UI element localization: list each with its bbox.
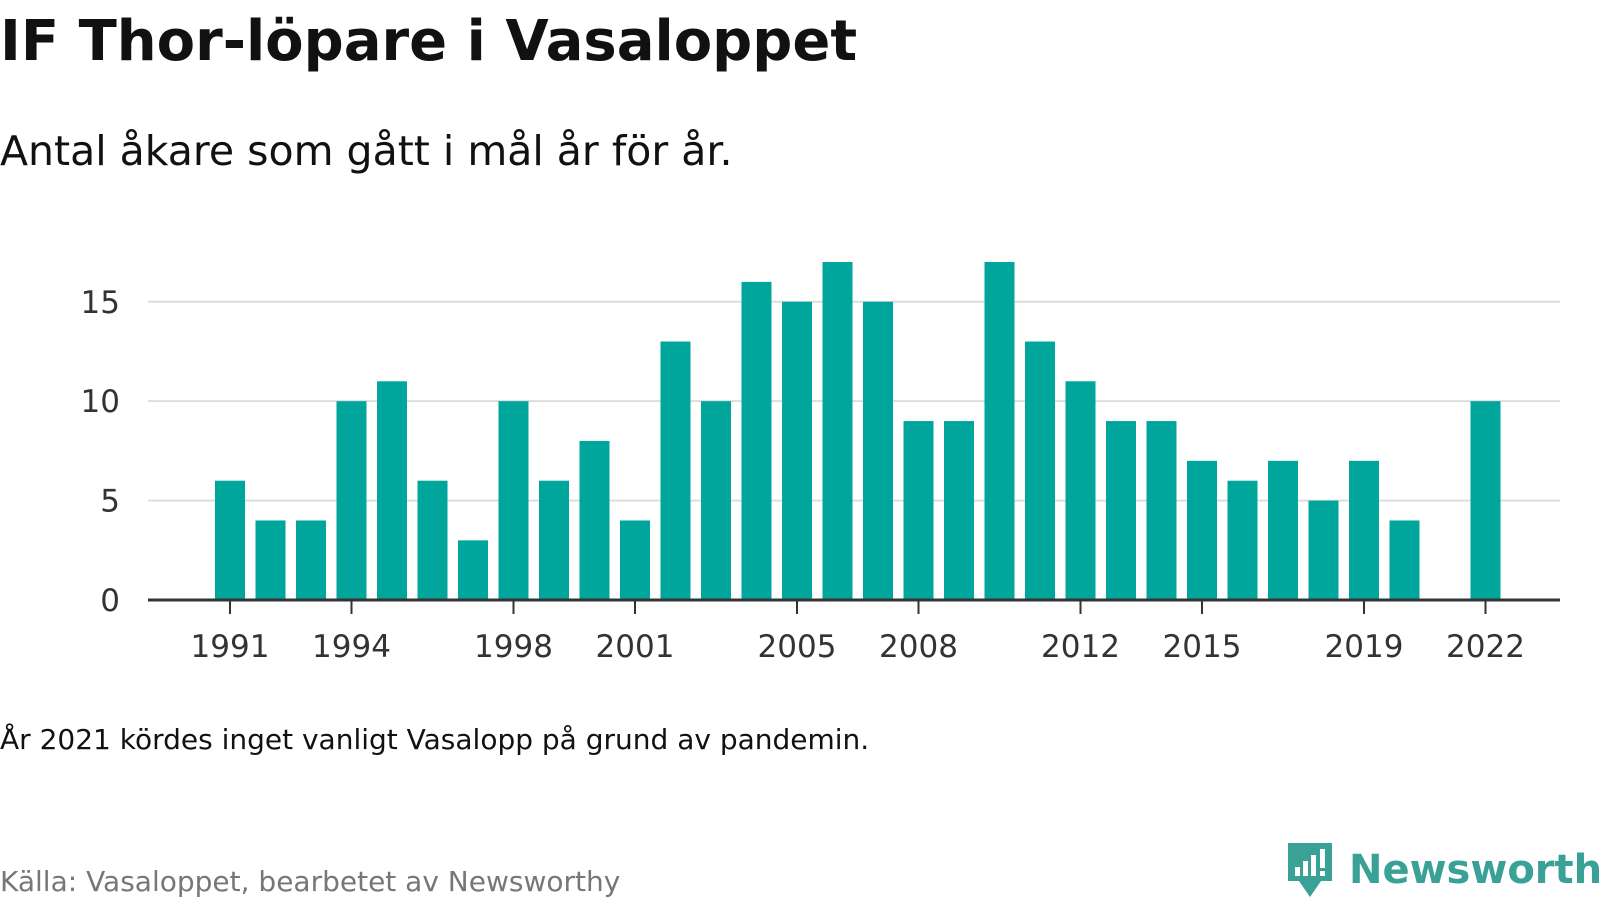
- bars: [215, 262, 1501, 600]
- y-axis-ticks: 0 5 10 15: [81, 285, 120, 619]
- bar-1992: [255, 520, 286, 600]
- bar-2017: [1268, 460, 1298, 600]
- bar-2004: [741, 281, 772, 600]
- bar-2001: [620, 520, 650, 600]
- bar-2000: [579, 440, 610, 600]
- bar-2019: [1349, 460, 1379, 600]
- y-tick-label: 10: [81, 384, 120, 420]
- bar-2006: [822, 262, 853, 600]
- bar-2020: [1389, 520, 1420, 600]
- x-axis-ticks: 1991 1994 1998 2001 2005 2008 2012 2015 2019 2022: [191, 600, 1525, 665]
- x-tick-label: 2005: [758, 629, 837, 665]
- brand-name: Newsworthy: [1349, 847, 1600, 893]
- bar-2022: [1470, 401, 1501, 600]
- bar-2007: [863, 301, 893, 600]
- bar-2011: [1025, 341, 1055, 600]
- source-credit: Källa: Vasaloppet, bearbetet av Newswort…: [0, 865, 621, 898]
- bar-1994: [336, 401, 367, 600]
- brand-logo: Newsworthy: [1285, 840, 1600, 900]
- bar-1995: [377, 381, 407, 600]
- x-tick-label: 1991: [191, 629, 270, 665]
- bar-1997: [458, 540, 488, 600]
- bar-1999: [539, 480, 569, 600]
- bar-1996: [417, 480, 448, 600]
- bar-2008: [903, 421, 934, 600]
- y-tick-label: 0: [100, 583, 120, 619]
- bar-2015: [1187, 460, 1217, 600]
- x-tick-label: 2015: [1163, 629, 1242, 665]
- bar-2013: [1106, 421, 1136, 600]
- bar-2003: [701, 401, 731, 600]
- bar-2018: [1308, 500, 1339, 600]
- x-tick-label: 2012: [1041, 629, 1120, 665]
- x-tick-label: 2008: [879, 629, 958, 665]
- y-tick-label: 5: [100, 484, 120, 520]
- chart-footnote: År 2021 kördes inget vanligt Vasalopp på…: [0, 723, 870, 756]
- x-tick-label: 2001: [596, 629, 675, 665]
- bar-2002: [660, 341, 691, 600]
- bar-2016: [1227, 480, 1258, 600]
- newsworthy-logo-icon: [1288, 843, 1332, 897]
- x-tick-label: 2019: [1325, 629, 1404, 665]
- bar-2014: [1146, 421, 1177, 600]
- bar-2012: [1065, 381, 1096, 600]
- y-tick-label: 15: [81, 285, 120, 321]
- bar-1998: [498, 401, 529, 600]
- x-tick-label: 2022: [1446, 629, 1525, 665]
- bar-2009: [944, 421, 974, 600]
- bar-chart: 0 5 10 15 1991 1994 1998 2001 2005 2008 2012 2015 2…: [81, 262, 1560, 665]
- chart-title: IF Thor-löpare i Vasaloppet: [0, 9, 858, 74]
- x-tick-label: 1998: [474, 629, 553, 665]
- x-tick-label: 1994: [312, 629, 391, 665]
- bar-2010: [984, 262, 1015, 600]
- bar-1991: [215, 480, 245, 600]
- chart-subtitle: Antal åkare som gått i mål år för år.: [0, 127, 733, 175]
- bar-1993: [296, 520, 326, 600]
- bar-2005: [782, 301, 812, 600]
